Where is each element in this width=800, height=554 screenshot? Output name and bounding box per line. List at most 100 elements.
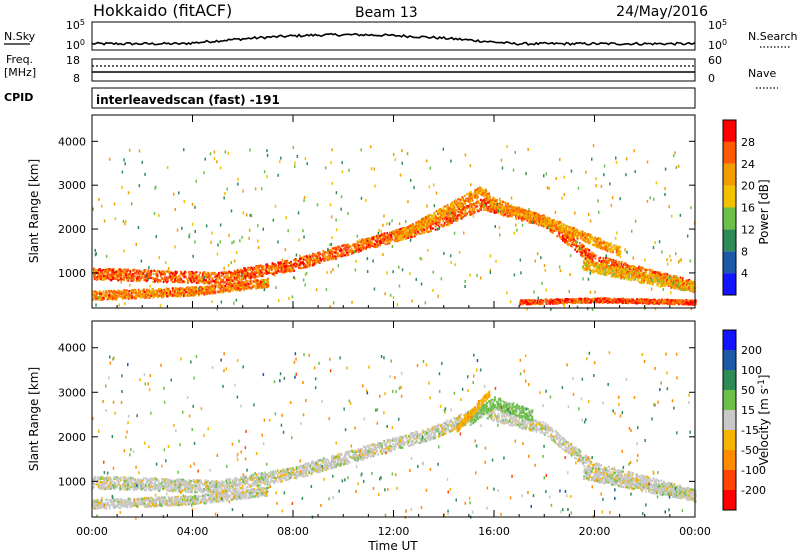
scatter-mark: [154, 280, 156, 283]
scatter-mark: [393, 232, 396, 235]
scatter-mark: [315, 259, 318, 262]
scatter-mark: [342, 251, 345, 254]
scatter-mark: [316, 256, 319, 259]
scatter-mark: [282, 265, 285, 268]
scatter-mark: [370, 238, 373, 241]
scatter-mark: [574, 248, 577, 251]
scatter-mark: [405, 228, 407, 231]
scatter-mark: [257, 282, 260, 285]
scatter-mark: [200, 291, 202, 294]
scatter-mark: [162, 291, 165, 294]
scatter-mark: [315, 260, 318, 264]
scatter-mark: [384, 243, 387, 246]
scatter-mark: [133, 268, 136, 271]
scatter-mark: [206, 281, 209, 284]
scatter-mark: [148, 296, 151, 299]
scatter-mark: [219, 283, 221, 286]
scatter-mark: [389, 237, 392, 241]
scatter-mark: [156, 269, 159, 272]
scatter-mark: [348, 248, 351, 252]
scatter-mark: [272, 266, 275, 269]
scatter-mark: [552, 231, 554, 234]
scatter-mark: [365, 242, 367, 245]
scatter-mark: [586, 252, 589, 255]
scatter-mark: [125, 274, 127, 277]
scatter-mark: [286, 266, 289, 269]
scatter-mark: [368, 245, 371, 248]
scatter-mark: [158, 290, 161, 293]
scatter-mark: [445, 223, 448, 227]
scatter-mark: [547, 221, 550, 224]
scatter-mark: [489, 208, 492, 211]
scatter-mark: [374, 239, 377, 242]
scatter-mark: [220, 280, 223, 283]
scatter-mark: [241, 277, 243, 280]
scatter-mark: [624, 262, 627, 265]
scatter-mark: [626, 268, 628, 271]
scatter-mark: [431, 217, 434, 220]
scatter-mark: [209, 292, 211, 295]
scatter-mark: [651, 271, 654, 274]
scatter-mark: [499, 211, 501, 214]
scatter-mark: [235, 270, 238, 273]
scatter-mark: [481, 189, 484, 192]
scatter-mark: [177, 290, 180, 293]
scatter-mark: [334, 255, 336, 258]
scatter-mark: [589, 255, 592, 258]
scatter-mark: [621, 265, 624, 268]
scatter-mark: [182, 294, 185, 298]
scatter-mark: [355, 248, 358, 251]
scatter-mark: [376, 243, 378, 246]
scatter-mark: [357, 246, 359, 249]
scatter-mark: [98, 272, 100, 276]
scatter-mark: [156, 293, 159, 297]
scatter-mark: [128, 290, 131, 293]
scatter-mark: [217, 281, 220, 284]
scatter-mark: [201, 278, 204, 281]
scatter-mark: [372, 236, 375, 239]
scatter-mark: [504, 213, 507, 216]
scatter-mark: [354, 250, 357, 253]
scatter-mark: [201, 281, 204, 284]
scatter-mark: [417, 222, 420, 226]
scatter-mark: [144, 279, 146, 282]
scatter-mark: [214, 292, 217, 295]
scatter-mark: [161, 277, 163, 280]
scatter-mark: [116, 276, 119, 279]
scatter-mark: [248, 272, 251, 275]
scatter-mark: [99, 292, 101, 295]
scatter-mark: [275, 269, 277, 272]
scatter-mark: [259, 269, 262, 272]
scatter-mark: [203, 272, 206, 275]
scatter-mark: [662, 272, 665, 276]
scatter-mark: [665, 279, 668, 282]
scatter-mark: [400, 227, 403, 230]
scatter-mark: [230, 274, 232, 277]
scatter-mark: [386, 238, 389, 241]
scatter-mark: [154, 279, 157, 282]
scatter-mark: [317, 255, 320, 258]
scatter-mark: [193, 276, 196, 279]
scatter-mark: [151, 276, 154, 279]
scatter-mark: [98, 276, 100, 280]
scatter-mark: [111, 294, 114, 297]
scatter-mark: [223, 270, 226, 273]
scatter-mark: [411, 224, 413, 227]
scatter-mark: [129, 272, 132, 275]
scatter-mark: [108, 269, 110, 272]
scatter-mark: [253, 273, 255, 276]
scatter-mark: [221, 279, 223, 282]
scatter-mark: [123, 272, 125, 275]
scatter-mark: [487, 207, 489, 211]
scatter-mark: [170, 271, 173, 275]
scatter-mark: [148, 288, 151, 291]
scatter-mark: [287, 266, 290, 269]
scatter-mark: [562, 223, 565, 226]
scatter-mark: [368, 237, 370, 240]
scatter-mark: [166, 295, 168, 298]
scatter-mark: [360, 243, 363, 246]
scatter-mark: [129, 294, 131, 297]
scatter-mark: [210, 271, 213, 275]
scatter-mark: [132, 274, 135, 277]
scatter-mark: [368, 240, 370, 243]
